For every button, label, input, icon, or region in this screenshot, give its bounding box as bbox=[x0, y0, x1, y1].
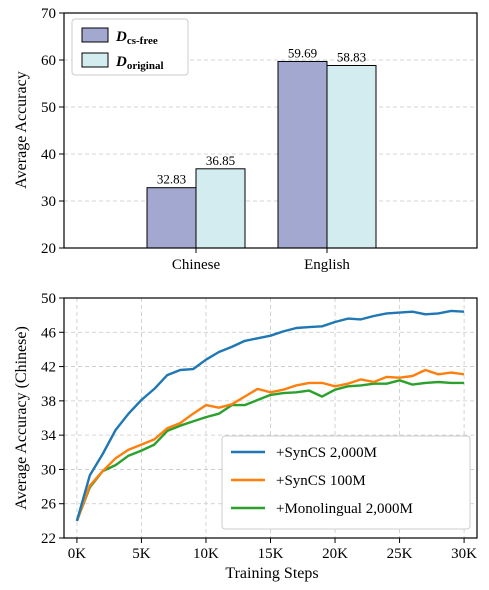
line-chart-legend: +SynCS 2,000M +SynCS 100M +Monolingual 2,0… bbox=[221, 435, 471, 530]
series-line--syncs-2-000m bbox=[75, 309, 465, 522]
legend-label: +SynCS 100M bbox=[276, 473, 366, 489]
bar-chart-y-tick-label: 60 bbox=[41, 53, 56, 69]
bar-chart-x-tick-label: Chinese bbox=[172, 257, 221, 273]
line-chart: 22 26 30 34 38 42 46 50 0K 5K 10K 15K 20K 25K 30K Tra… bbox=[13, 291, 478, 582]
line-chart-x-tick-label: 15K bbox=[258, 546, 284, 562]
line-chart-y-tick-label: 50 bbox=[41, 291, 56, 307]
line-chart-y-tick-label: 34 bbox=[41, 428, 57, 444]
bar-chart-y-ticks: 20 30 40 50 60 70 bbox=[41, 6, 64, 257]
bar-data-label: 36.85 bbox=[206, 153, 235, 168]
line-chart-series bbox=[75, 309, 465, 522]
bar-chart-y-tick-label: 20 bbox=[41, 241, 56, 257]
bar-chart-bars bbox=[146, 60, 377, 249]
bar-chart-frame bbox=[63, 12, 478, 249]
legend-swatch-original bbox=[81, 52, 109, 68]
line-chart-y-tick-label: 22 bbox=[41, 531, 56, 547]
bar-chart-y-tick-label: 30 bbox=[41, 194, 56, 210]
line-chart-x-tick-label: 20K bbox=[322, 546, 348, 562]
line-chart-x-tick-label: 0K bbox=[68, 546, 87, 562]
line-chart-x-tick-label: 30K bbox=[451, 546, 477, 562]
line-chart-y-tick-label: 46 bbox=[41, 325, 57, 341]
bar-data-label: 58.83 bbox=[337, 49, 366, 64]
line-chart-legend-box bbox=[221, 435, 471, 530]
series-line--monolingual-2-000m bbox=[75, 379, 465, 522]
bar-chart-gridlines bbox=[64, 59, 477, 202]
bar-data-label: 32.83 bbox=[157, 172, 186, 187]
legend-swatch-cs-free bbox=[81, 27, 109, 43]
line-chart-y-tick-label: 30 bbox=[41, 462, 56, 478]
line-chart-x-axis-label: Training Steps bbox=[225, 565, 318, 582]
bar-chart-y-tick-label: 70 bbox=[41, 6, 56, 22]
line-chart-x-ticks: 0K 5K 10K 15K 20K 25K 30K bbox=[68, 538, 477, 562]
bar-chart-data-labels: 32.83 36.85 59.69 58.83 bbox=[157, 45, 366, 186]
legend-label: +SynCS 2,000M bbox=[276, 445, 377, 461]
bar-chart-y-tick-label: 40 bbox=[41, 147, 56, 163]
bar-data-label: 59.69 bbox=[288, 45, 317, 60]
bar-chart-x-ticks: Chinese English bbox=[172, 248, 350, 273]
bar-chart-y-tick-label: 50 bbox=[41, 100, 56, 116]
line-chart-y-tick-label: 42 bbox=[41, 360, 56, 376]
line-chart-x-tick-label: 25K bbox=[387, 546, 413, 562]
bar-chinese-cs-free bbox=[146, 187, 197, 249]
bar-chinese-original bbox=[195, 168, 246, 249]
bar-english-original bbox=[326, 64, 377, 249]
bar-chart-y-axis-label: Average Accuracy bbox=[13, 71, 30, 188]
line-chart-y-tick-label: 38 bbox=[41, 394, 56, 410]
line-chart-y-axis-label: Average Accuracy (Chinese) bbox=[13, 326, 30, 510]
series-line--syncs-100m bbox=[75, 368, 465, 522]
bar-english-cs-free bbox=[277, 60, 328, 249]
bar-chart-x-tick-label: English bbox=[304, 257, 350, 273]
line-chart-y-tick-label: 26 bbox=[41, 497, 57, 513]
line-chart-x-tick-label: 10K bbox=[193, 546, 219, 562]
legend-label: +Monolingual 2,000M bbox=[276, 501, 413, 517]
line-chart-x-tick-label: 5K bbox=[132, 546, 151, 562]
line-chart-y-ticks: 22 26 30 34 38 42 46 50 bbox=[41, 291, 64, 547]
bar-chart: 32.83 36.85 59.69 58.83 20 30 40 50 60 70 Chines… bbox=[13, 6, 478, 273]
